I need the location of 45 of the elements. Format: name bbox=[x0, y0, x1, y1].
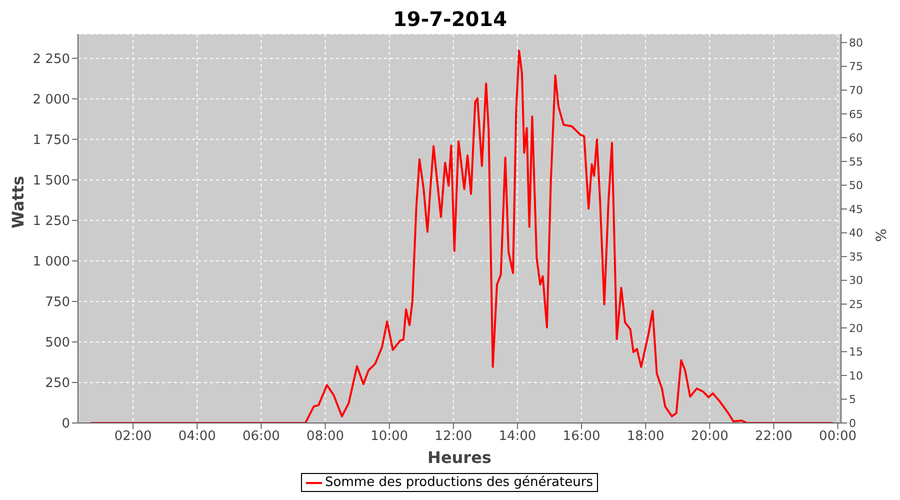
x-tick-label: 08:00 bbox=[306, 429, 344, 444]
x-tick-label: 12:00 bbox=[434, 429, 472, 444]
x-tick-label: 06:00 bbox=[242, 429, 280, 444]
y2-tick-label: 70 bbox=[849, 84, 863, 98]
x-tick-label: 18:00 bbox=[626, 429, 664, 444]
x-axis-title: Heures bbox=[428, 448, 492, 467]
x-tick-label: 00:00 bbox=[819, 429, 857, 444]
y2-tick-label: 80 bbox=[849, 36, 863, 50]
y2-tick-label: 55 bbox=[849, 155, 863, 168]
x-tick-label: 04:00 bbox=[178, 429, 216, 444]
y-tick-label: 1 750 bbox=[32, 132, 70, 148]
x-tick-label: 10:00 bbox=[370, 429, 408, 444]
y2-tick-label: 15 bbox=[849, 346, 863, 359]
y-axis-title: Watts bbox=[8, 176, 28, 228]
line-series bbox=[89, 50, 834, 423]
legend-label: Somme des productions des générateurs bbox=[325, 475, 593, 490]
y2-tick-label: 25 bbox=[849, 298, 863, 312]
x-tick-label: 14:00 bbox=[498, 429, 536, 444]
y2-tick-label: 35 bbox=[849, 250, 863, 264]
y2-axis-title: % bbox=[874, 228, 890, 242]
y-tick-label: 2 000 bbox=[32, 92, 70, 108]
y2-tick-label: 40 bbox=[849, 226, 863, 240]
y-tick-label: 1 000 bbox=[32, 254, 70, 270]
y-tick-label: 750 bbox=[45, 295, 70, 310]
x-tick-label: 20:00 bbox=[690, 429, 728, 444]
y-tick-label: 0 bbox=[62, 416, 70, 432]
y2-tick-label: 75 bbox=[849, 60, 863, 74]
y2-tick-label: 10 bbox=[849, 369, 863, 382]
x-tick-label: 16:00 bbox=[562, 429, 600, 444]
y2-tick-label: 5 bbox=[849, 393, 856, 406]
y-tick-label: 250 bbox=[45, 376, 70, 392]
y-tick-label: 2 250 bbox=[32, 52, 70, 67]
y2-tick-label: 45 bbox=[849, 202, 863, 216]
x-tick-label: 22:00 bbox=[755, 429, 792, 444]
x-tick-label: 02:00 bbox=[114, 429, 152, 444]
y2-tick-label: 0 bbox=[849, 416, 856, 430]
y2-tick-label: 20 bbox=[849, 322, 863, 335]
y2-tick-label: 50 bbox=[849, 179, 863, 192]
chart-title: 19-7-2014 bbox=[392, 7, 508, 33]
y-tick-label: 1 500 bbox=[32, 173, 70, 188]
y-tick-label: 1 250 bbox=[32, 214, 70, 230]
y2-tick-label: 30 bbox=[849, 274, 863, 288]
y2-tick-label: 65 bbox=[849, 108, 863, 121]
y-tick-label: 500 bbox=[45, 336, 70, 351]
y2-tick-label: 60 bbox=[849, 132, 863, 145]
